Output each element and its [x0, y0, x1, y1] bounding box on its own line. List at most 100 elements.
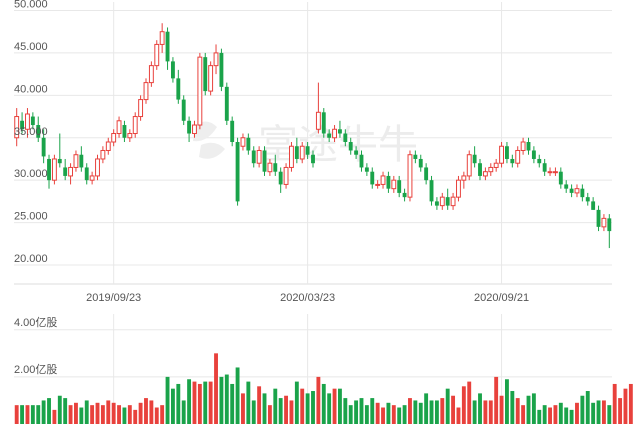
candle-body — [407, 154, 413, 198]
volume-bar — [424, 393, 429, 424]
candle-body — [434, 201, 439, 206]
volume-bar — [575, 402, 579, 424]
candle-body — [73, 154, 79, 168]
volume-bar — [327, 393, 332, 424]
volume-y-tick-label: 4.00亿股 — [14, 316, 57, 329]
volume-bar — [95, 402, 100, 424]
volume-bar — [445, 388, 450, 424]
volume-bar — [284, 395, 289, 424]
volume-bar — [343, 398, 348, 424]
volume-bar — [41, 400, 46, 424]
candle-body — [482, 171, 488, 177]
volume-bar — [144, 398, 148, 424]
candle-body — [450, 196, 456, 207]
candle-body — [515, 149, 521, 164]
candle-body — [89, 175, 95, 181]
volume-bar — [176, 383, 181, 424]
candle-body — [224, 86, 229, 121]
volume-bar — [224, 374, 229, 424]
volume-bar — [20, 405, 25, 424]
candle-body — [413, 154, 418, 159]
volume-bar — [505, 379, 509, 424]
candle-body — [569, 188, 574, 193]
candle-body — [478, 163, 482, 176]
volume-bar — [531, 393, 536, 424]
candle-body — [235, 142, 240, 202]
candle-body — [327, 133, 332, 138]
candle-body — [240, 137, 246, 147]
volume-bar — [456, 407, 461, 424]
candle-body — [36, 125, 41, 138]
volume-bar — [197, 383, 202, 424]
volume-bar — [467, 381, 472, 424]
price-y-tick-label: 50.000 — [14, 0, 48, 10]
volume-bar — [257, 386, 262, 424]
volume-bar — [154, 407, 159, 424]
volume-bar — [526, 395, 531, 424]
candle-body — [95, 158, 100, 177]
volume-y-tick-label: 2.00亿股 — [14, 363, 57, 376]
candle-body — [256, 149, 262, 164]
candle-body — [143, 82, 149, 101]
volume-bar — [30, 405, 35, 424]
price-y-tick-label: 20.000 — [14, 253, 48, 265]
candle-body — [337, 129, 342, 134]
candle-body — [246, 137, 251, 151]
volume-bar — [246, 381, 251, 424]
candle-body — [262, 150, 267, 172]
volume-bar — [316, 376, 321, 424]
volume-bar — [429, 400, 434, 424]
candle-body — [278, 171, 283, 185]
candle-body — [79, 154, 84, 168]
candle-body — [14, 116, 20, 139]
volume-bar — [499, 395, 504, 424]
volume-bar — [391, 405, 396, 424]
candle-body — [116, 120, 122, 135]
candle-body — [380, 175, 386, 185]
volume-bar — [305, 393, 310, 424]
candle-body — [386, 175, 391, 189]
candle-body — [127, 133, 133, 139]
volume-bar — [203, 381, 208, 424]
volume-bar — [321, 383, 326, 424]
volume-bar — [52, 409, 57, 424]
volume-bar — [165, 376, 170, 424]
volume-bar — [364, 405, 369, 424]
candle-body — [289, 145, 294, 168]
volume-bar — [607, 405, 612, 424]
volume-bar — [461, 386, 466, 424]
volume-bar — [478, 393, 482, 424]
volume-bar — [267, 405, 272, 424]
candle-body — [585, 197, 590, 202]
volume-bar — [36, 405, 41, 424]
candle-body — [203, 57, 208, 92]
candle-body — [456, 179, 461, 198]
candle-body — [41, 137, 46, 157]
volume-bar — [375, 402, 380, 424]
volume-bar — [111, 402, 116, 424]
volume-bars — [14, 353, 633, 424]
candle-body — [273, 163, 278, 172]
candle-body — [472, 154, 477, 164]
volume-bar — [122, 407, 127, 424]
volume-bar — [160, 405, 165, 424]
volume-bar — [262, 393, 267, 424]
volume-bar — [251, 400, 256, 424]
price-y-tick-label: 35.000 — [14, 126, 48, 138]
volume-bar — [472, 400, 477, 424]
volume-bar — [542, 405, 547, 424]
candle-body — [192, 124, 197, 135]
candle-body — [596, 209, 601, 227]
volume-bar — [521, 405, 526, 424]
candle-body — [315, 111, 321, 130]
volume-bar — [230, 383, 235, 424]
volume-bar — [84, 400, 89, 424]
candle-body — [558, 171, 563, 185]
candle-body — [138, 99, 144, 118]
volume-bar — [451, 395, 456, 424]
volume-bar — [370, 398, 375, 424]
candle-body — [574, 188, 580, 194]
volume-bar — [585, 391, 590, 424]
